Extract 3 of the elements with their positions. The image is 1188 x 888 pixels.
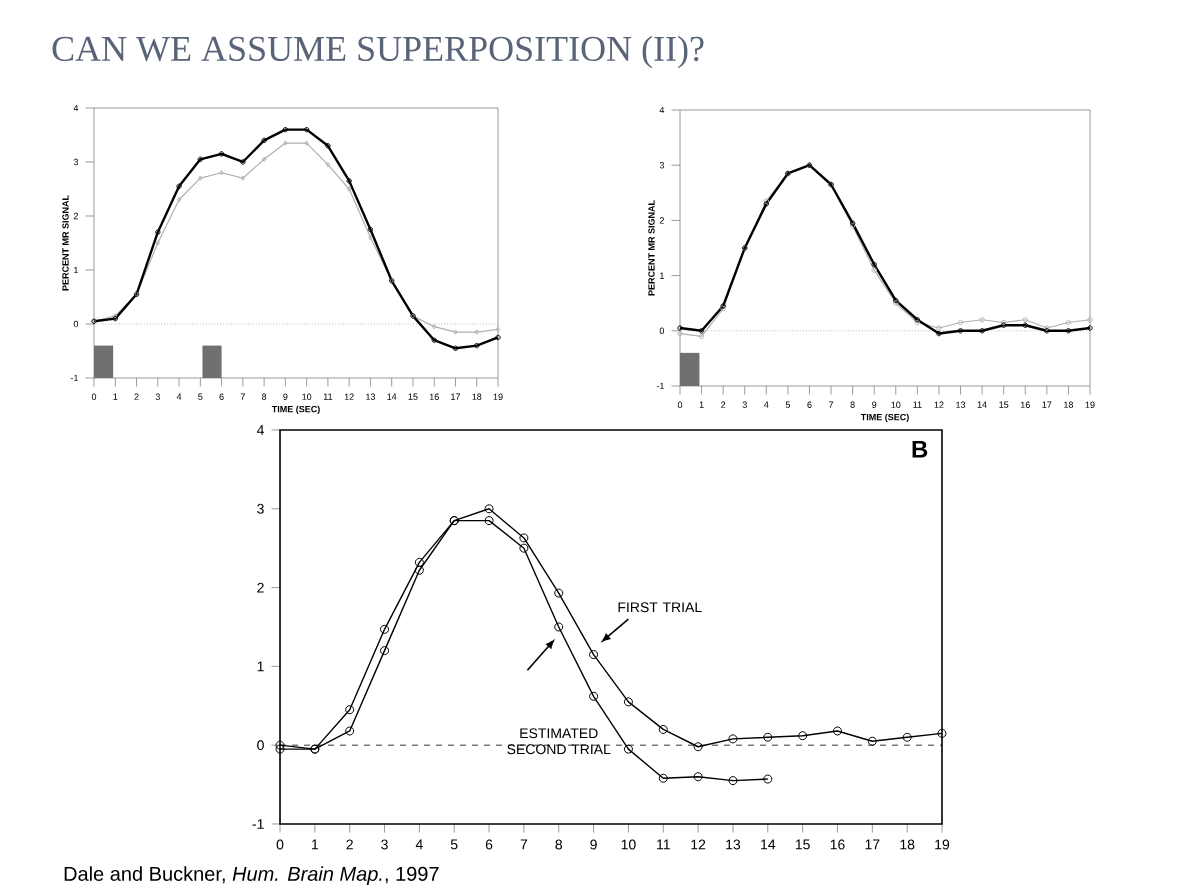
annotation: B [912, 441, 928, 458]
chart-title: CAN WE ASSUME SUPERPOSITION (II)? [52, 35, 704, 69]
text: Dale and Buckner, Hum. Brain Map., 1997 [64, 866, 439, 885]
